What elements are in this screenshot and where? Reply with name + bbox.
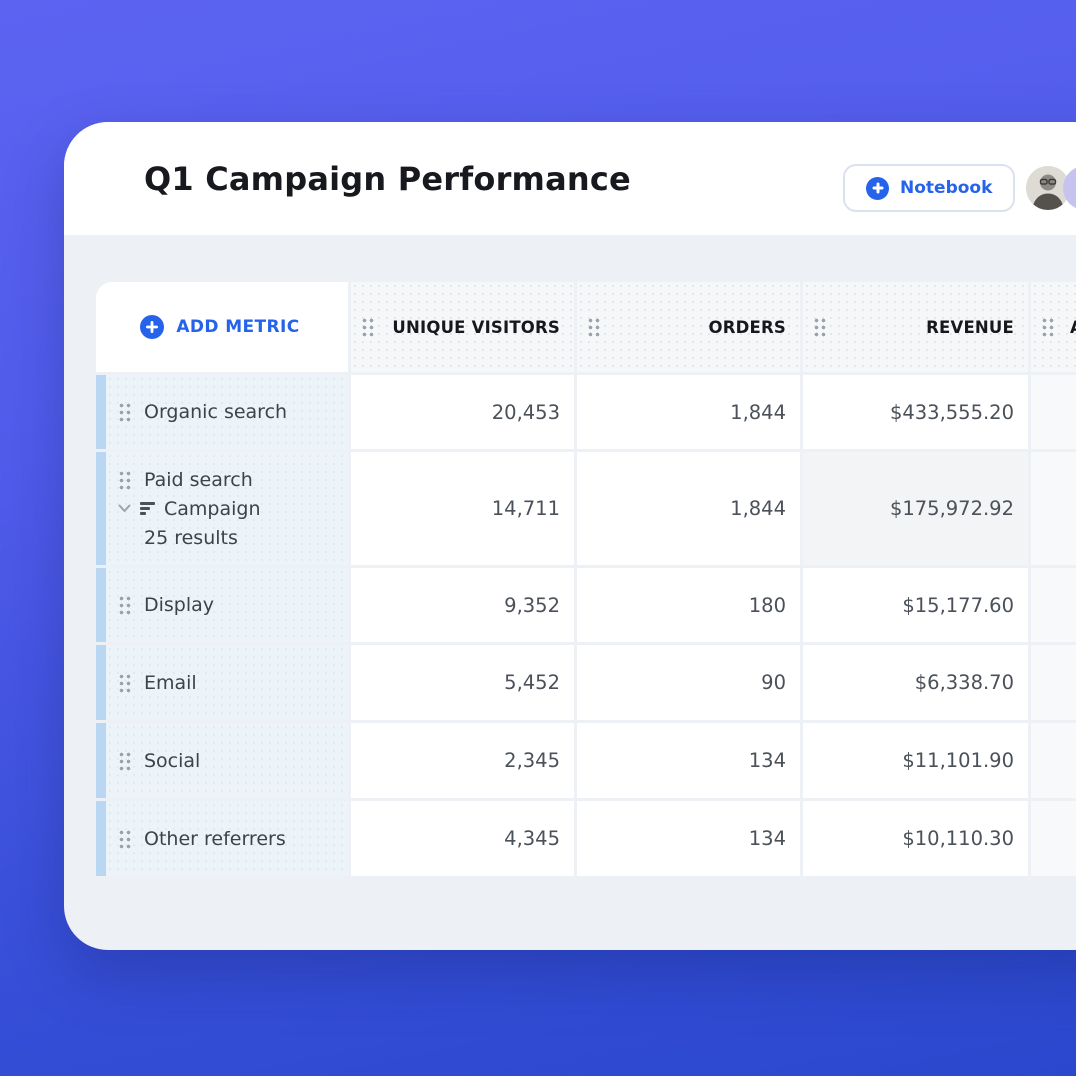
cell-value: 4,345 [351,801,574,876]
cell-value: $6,338.70 [803,645,1028,720]
card-body: ADD METRIC UNIQUE VISITORS ORDERS REVENU… [64,235,1076,950]
page-title: Q1 Campaign Performance [144,159,631,198]
drag-handle-icon[interactable] [118,828,131,849]
breakdown-row[interactable]: Campaign [118,498,261,520]
drag-handle-icon[interactable] [1041,317,1054,337]
row-label: Display [144,594,215,616]
row-label-organic-search[interactable]: Organic search [96,375,348,449]
plus-icon [140,315,165,339]
app-card: Q1 Campaign Performance Notebook [64,122,1076,950]
cell-value: 20,453 [351,375,574,449]
add-metric-button[interactable]: ADD METRIC [96,282,348,372]
header-actions: Notebook BE +12 [843,164,1076,212]
drag-handle-icon[interactable] [118,595,131,615]
cell-value: 134 [577,801,800,876]
breakdown-dimension-label: Campaign [164,497,261,520]
avatar-initials-label: BE [1075,179,1076,197]
row-label: Social [144,749,201,772]
column-header-orders[interactable]: ORDERS [577,282,800,372]
cell-value: 90 [577,645,800,720]
cell-value: 5,452 [351,645,574,720]
drag-handle-icon[interactable] [361,317,374,337]
column-header-label: REVENUE [926,317,1014,337]
avatar-photo[interactable] [1026,166,1071,210]
row-label-email[interactable]: Email [96,645,348,720]
breakdown-bars-icon [140,502,155,515]
column-header-revenue[interactable]: REVENUE [803,282,1028,372]
drag-handle-icon[interactable] [118,672,131,693]
cell-value: 14,711 [351,452,574,565]
row-label: Paid search [144,468,253,491]
row-label-paid-search[interactable]: Paid search Campaign 25 results [96,452,348,565]
breakdown-results-count: 25 results [144,526,238,549]
column-header-unique-visitors[interactable]: UNIQUE VISITORS [351,282,574,372]
row-label-other-referrers[interactable]: Other referrers [96,801,348,876]
cell-value: 1,844 [577,452,800,565]
drag-handle-icon[interactable] [118,402,131,422]
cell-empty [1031,723,1076,798]
cell-empty [1031,452,1076,565]
plus-icon [866,176,889,200]
row-label: Email [144,671,197,694]
cell-value: $10,110.30 [803,801,1028,876]
cell-value: 180 [577,568,800,642]
cell-value: 2,345 [351,723,574,798]
column-header-label: UNIQUE VISITORS [392,317,560,337]
row-label-social[interactable]: Social [96,723,348,798]
person-photo-icon [1026,166,1071,210]
cell-value: $175,972.92 [803,452,1028,565]
cell-empty [1031,375,1076,449]
notebook-button-label: Notebook [900,178,993,198]
cell-empty [1031,645,1076,720]
cell-empty [1031,801,1076,876]
drag-handle-icon[interactable] [118,750,131,771]
drag-handle-icon[interactable] [587,317,600,337]
column-header-label: ORDERS [708,317,786,337]
drag-handle-icon[interactable] [118,469,131,490]
notebook-button[interactable]: Notebook [843,164,1016,212]
chevron-down-icon[interactable] [118,504,131,513]
row-label: Other referrers [144,827,286,850]
cell-value: $11,101.90 [803,723,1028,798]
row-label-display[interactable]: Display [96,568,348,642]
avatar-group: BE +12 [1026,166,1076,210]
cell-value: 9,352 [351,568,574,642]
column-header-clipped[interactable]: A [1031,282,1076,372]
column-header-label: A [1070,318,1076,337]
metrics-table: ADD METRIC UNIQUE VISITORS ORDERS REVENU… [96,282,1076,876]
cell-value: $433,555.20 [803,375,1028,449]
cell-value: 1,844 [577,375,800,449]
card-header: Q1 Campaign Performance Notebook [64,122,1076,235]
row-label: Organic search [144,401,288,423]
cell-value: 134 [577,723,800,798]
cell-empty [1031,568,1076,642]
cell-value: $15,177.60 [803,568,1028,642]
drag-handle-icon[interactable] [813,317,826,337]
add-metric-label: ADD METRIC [176,317,300,337]
avatar-initials[interactable]: BE [1063,166,1076,210]
